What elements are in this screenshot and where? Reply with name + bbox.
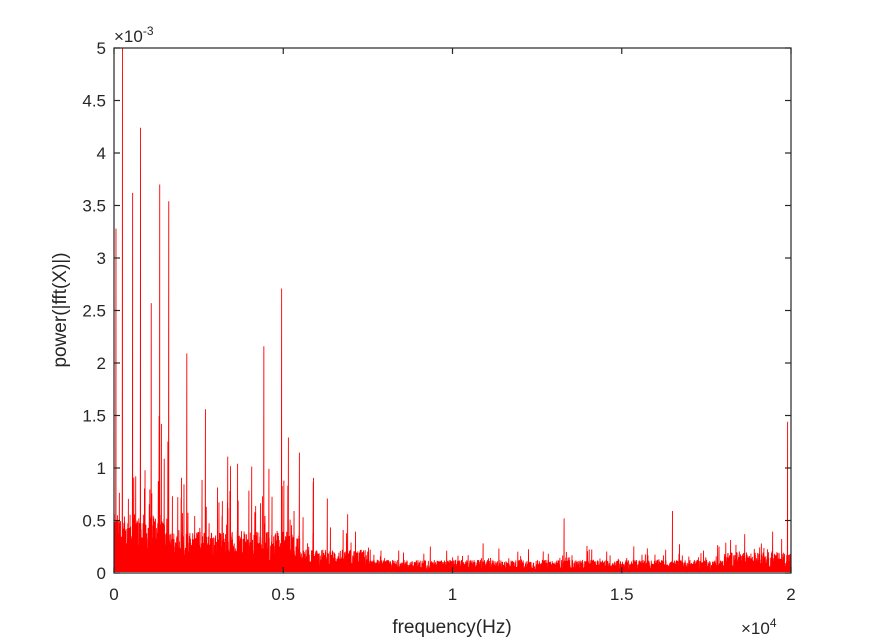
y-tick-label: 4 xyxy=(97,144,106,163)
spectrum-path xyxy=(113,47,792,573)
y-tick-label: 1 xyxy=(97,459,106,478)
y-tick-label: 3.5 xyxy=(82,197,106,216)
x-axis-multiplier: ×104 xyxy=(741,616,777,638)
x-tick-label: 0.5 xyxy=(271,585,295,604)
y-tick-label: 5 xyxy=(97,39,106,58)
y-tick-label: 2 xyxy=(97,354,106,373)
y-tick-label: 0 xyxy=(97,564,106,583)
x-axis-label: frequency(Hz) xyxy=(392,617,511,638)
y-axis-multiplier: ×10-3 xyxy=(114,24,154,46)
y-tick-label: 2.5 xyxy=(82,302,106,321)
y-tick-label: 3 xyxy=(97,249,106,268)
x-axis-ticks: 0 0.5 1 1.5 2 xyxy=(109,48,796,604)
x-tick-label: 1 xyxy=(448,585,457,604)
y-tick-label: 0.5 xyxy=(82,512,106,531)
x-tick-label: 0 xyxy=(109,585,118,604)
y-axis-label: power(|fft(X)|) xyxy=(50,252,71,367)
y-tick-label: 4.5 xyxy=(82,92,106,111)
axes-frame xyxy=(113,47,792,574)
x-tick-label: 1.5 xyxy=(610,585,634,604)
y-axis-ticks: 0 0.5 1 1.5 2 2.5 3 3.5 4 4.5 5 xyxy=(82,39,791,583)
axes-box xyxy=(113,47,792,574)
y-tick-label: 1.5 xyxy=(82,407,106,426)
spectrum-line xyxy=(113,47,792,573)
x-tick-label: 2 xyxy=(786,585,795,604)
